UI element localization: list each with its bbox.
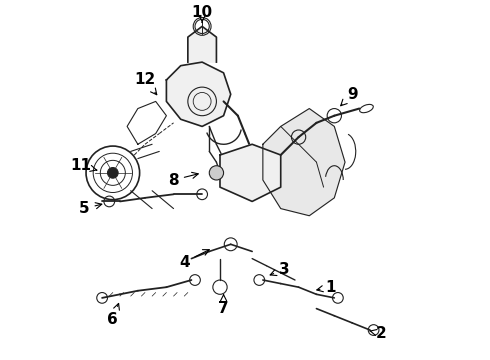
Circle shape [209, 166, 223, 180]
Circle shape [107, 167, 118, 178]
Text: 1: 1 [317, 280, 336, 295]
Text: 8: 8 [168, 172, 198, 188]
Text: 5: 5 [79, 201, 102, 216]
Text: 12: 12 [134, 72, 157, 95]
Text: 3: 3 [270, 262, 290, 277]
Polygon shape [167, 62, 231, 126]
Text: 4: 4 [179, 250, 209, 270]
Text: 6: 6 [107, 303, 120, 327]
Text: 10: 10 [192, 5, 213, 22]
Text: 7: 7 [218, 295, 229, 316]
Polygon shape [263, 109, 345, 216]
Text: 9: 9 [341, 87, 358, 106]
Polygon shape [220, 144, 281, 202]
Polygon shape [188, 26, 217, 62]
Text: 2: 2 [370, 326, 386, 341]
Text: 11: 11 [70, 158, 97, 173]
Polygon shape [127, 102, 167, 144]
